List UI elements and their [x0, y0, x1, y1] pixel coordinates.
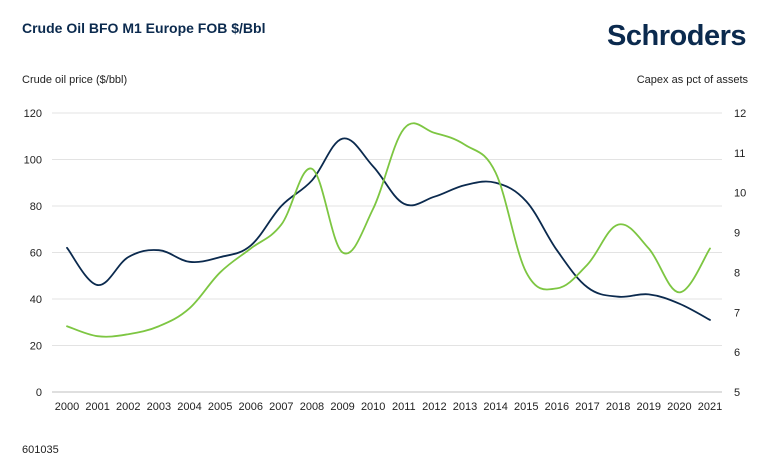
left-tick-label: 60	[30, 248, 42, 260]
left-tick-label: 120	[24, 108, 42, 120]
right-axis-ticks: 5 6 7 8 9 10 11 12	[734, 108, 746, 399]
x-axis-ticks: 2000 2001 2002 2003 2004 2005 2006 2007 2008 2009…	[55, 401, 722, 413]
left-tick-label: 0	[36, 387, 42, 399]
x-tick-label: 2011	[392, 401, 416, 413]
x-tick-label: 2007	[269, 401, 293, 413]
left-axis-ticks: 0 20 40 60 80 100 120	[24, 108, 42, 399]
oil-price-series-line	[66, 137, 711, 321]
x-tick-label: 2003	[147, 401, 171, 413]
x-tick-label: 2010	[361, 401, 385, 413]
x-tick-label: 2012	[422, 401, 446, 413]
left-tick-label: 80	[30, 201, 42, 213]
right-tick-label: 11	[734, 148, 745, 160]
x-tick-label: 2004	[177, 401, 201, 413]
capex-series-line	[66, 122, 711, 338]
left-axis-title: Crude oil price ($/bbl)	[22, 74, 128, 86]
footnote-code: 601035	[22, 444, 59, 456]
x-tick-label: 2021	[698, 401, 722, 413]
x-tick-label: 2019	[637, 401, 661, 413]
chart-title: Crude Oil BFO M1 Europe FOB $/Bbl	[22, 20, 266, 36]
left-tick-label: 40	[30, 294, 42, 306]
left-tick-label: 100	[24, 155, 42, 167]
x-tick-label: 2001	[85, 401, 109, 413]
right-tick-label: 12	[734, 108, 746, 120]
x-tick-label: 2008	[300, 401, 324, 413]
x-tick-label: 2016	[545, 401, 569, 413]
right-tick-label: 6	[734, 347, 740, 359]
right-tick-label: 9	[734, 228, 740, 240]
right-tick-label: 10	[734, 188, 746, 200]
x-tick-label: 2020	[667, 401, 691, 413]
schroders-logo: Schroders	[607, 20, 746, 52]
x-tick-label: 2002	[116, 401, 140, 413]
x-tick-label: 2018	[606, 401, 630, 413]
x-tick-label: 2006	[238, 401, 262, 413]
left-tick-label: 20	[30, 341, 42, 353]
x-tick-label: 2014	[483, 401, 507, 413]
x-tick-label: 2015	[514, 401, 538, 413]
right-tick-label: 8	[734, 267, 740, 279]
right-axis-title: Capex as pct of assets	[636, 74, 748, 86]
x-tick-label: 2000	[55, 401, 79, 413]
series-lines	[66, 122, 711, 338]
x-tick-label: 2013	[453, 401, 477, 413]
x-tick-label: 2017	[575, 401, 599, 413]
x-tick-label: 2005	[208, 401, 232, 413]
right-tick-label: 5	[734, 387, 740, 399]
x-tick-label: 2009	[330, 401, 354, 413]
gridlines	[52, 112, 722, 393]
right-tick-label: 7	[734, 307, 740, 319]
